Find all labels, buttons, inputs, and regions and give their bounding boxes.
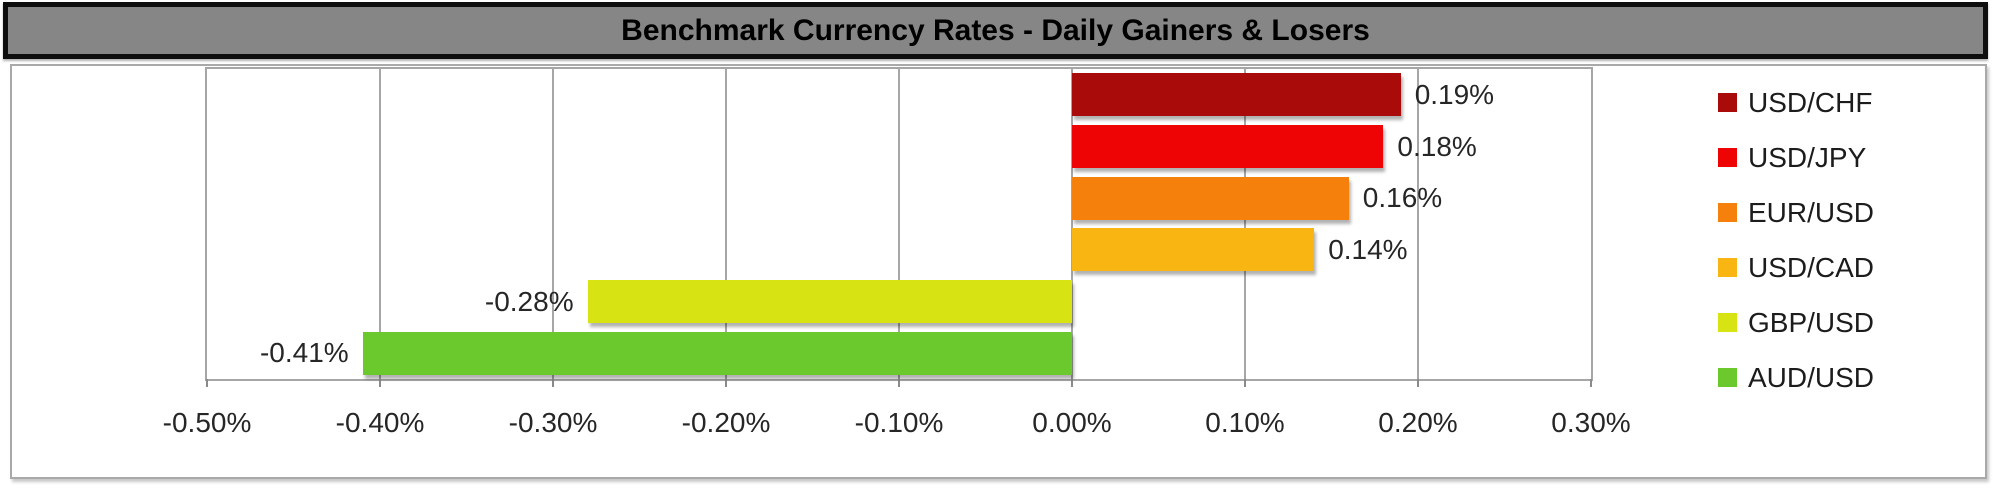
bar-value-label: -0.41% (259, 337, 349, 369)
chart-legend: USD/CHF USD/JPY EUR/USD USD/CAD GBP/USD AUD/U… (1718, 75, 1874, 405)
gridline (379, 69, 381, 379)
bar-value-label: 0.19% (1414, 78, 1495, 110)
bar-value-label: 0.16% (1362, 182, 1443, 214)
axis-tick (552, 379, 554, 387)
bar-usd-cad[interactable] (1072, 228, 1315, 272)
bar-eur-usd[interactable] (1072, 176, 1349, 220)
bar-value-label: 0.18% (1397, 130, 1477, 162)
legend-swatch (1718, 313, 1737, 332)
legend-label: GBP/USD (1748, 306, 1875, 338)
legend-swatch (1718, 203, 1737, 222)
axis-tick (1417, 379, 1419, 387)
bar-usd-jpy[interactable] (1072, 125, 1384, 168)
legend-swatch (1718, 258, 1737, 277)
axis-tick (1071, 379, 1073, 387)
x-axis-tick-label: 0.00% (1032, 407, 1112, 438)
legend-item-usd-chf[interactable]: USD/CHF (1718, 75, 1874, 130)
gridline (552, 69, 554, 379)
axis-tick (898, 379, 900, 387)
legend-item-aud-usd[interactable]: AUD/USD (1718, 350, 1874, 405)
x-axis-tick-label: 0.20% (1378, 407, 1458, 438)
bar-aud-usd[interactable] (362, 331, 1072, 375)
bar-value-label: -0.28% (484, 285, 574, 317)
gridline (1071, 69, 1073, 379)
legend-swatch (1718, 148, 1737, 167)
plot-area (205, 67, 1593, 387)
legend-swatch (1718, 93, 1737, 112)
legend-item-eur-usd[interactable]: EUR/USD (1718, 185, 1874, 240)
chart-title: Benchmark Currency Rates - Daily Gainers… (621, 13, 1370, 47)
legend-label: USD/JPY (1748, 141, 1867, 173)
legend-swatch (1718, 368, 1737, 387)
bar-gbp-usd[interactable] (587, 280, 1072, 323)
axis-tick (1590, 379, 1592, 387)
legend-item-usd-cad[interactable]: USD/CAD (1718, 240, 1874, 295)
chart-title-bar: Benchmark Currency Rates - Daily Gainers… (3, 2, 1988, 59)
bar-usd-chf[interactable] (1072, 73, 1401, 117)
x-axis-tick-label: -0.40% (335, 407, 425, 438)
axis-tick (206, 379, 208, 387)
legend-label: USD/CHF (1748, 86, 1873, 118)
axis-tick (379, 379, 381, 387)
axis-tick (725, 379, 727, 387)
gridline (898, 69, 900, 379)
gridline (725, 69, 727, 379)
x-axis-tick-label: -0.10% (854, 407, 944, 438)
x-axis-tick-label: -0.50% (162, 407, 252, 438)
x-axis-tick-label: -0.30% (508, 407, 598, 438)
gridline (1244, 69, 1246, 379)
x-axis-tick-label: 0.30% (1551, 407, 1631, 438)
legend-label: USD/CAD (1748, 251, 1875, 283)
legend-item-gbp-usd[interactable]: GBP/USD (1718, 295, 1874, 350)
x-axis-tick-label: 0.10% (1205, 407, 1285, 438)
legend-label: AUD/USD (1748, 361, 1875, 393)
legend-item-usd-jpy[interactable]: USD/JPY (1718, 130, 1874, 185)
bar-value-label: 0.14% (1328, 233, 1408, 265)
x-axis-tick-label: -0.20% (681, 407, 771, 438)
gridline (1417, 69, 1419, 379)
legend-label: EUR/USD (1748, 196, 1875, 228)
axis-tick (1244, 379, 1246, 387)
